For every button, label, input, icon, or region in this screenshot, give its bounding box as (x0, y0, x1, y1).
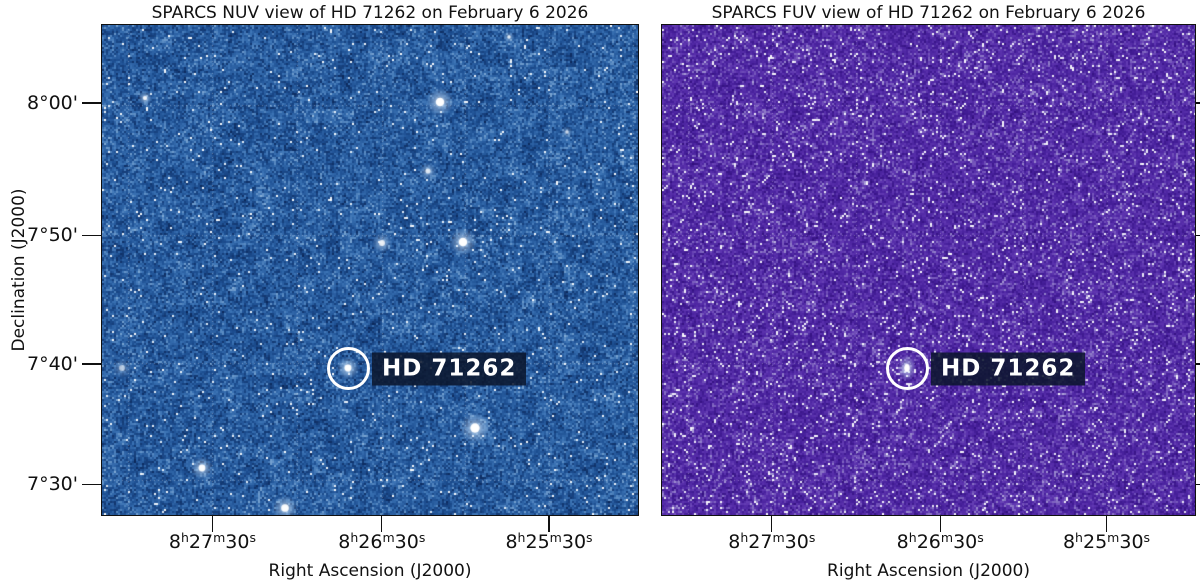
dec-tick-mark (1195, 363, 1200, 365)
ra-tick-mark (939, 515, 941, 532)
dec-tick-label: 7°50' (27, 224, 78, 247)
declination-axis-label: Declination (J2000) (9, 188, 29, 352)
dec-tick-mark (1195, 483, 1200, 485)
ra-tick-label: 8h26m30s (896, 529, 984, 553)
fuv-ra-axis-label: Right Ascension (J2000) (827, 561, 1030, 581)
dec-tick-mark (1195, 102, 1200, 104)
dec-tick-label: 7°30' (27, 473, 78, 496)
fuv-sky-image (662, 25, 1195, 515)
dec-tick-label: 8°00' (27, 91, 78, 114)
dec-tick-label: 7°40' (27, 353, 78, 376)
ra-tick-label: 8h27m30s (728, 529, 816, 553)
ra-tick-label: 8h27m30s (168, 529, 256, 553)
dec-tick-mark (82, 483, 102, 485)
ra-tick-label: 8h26m30s (338, 529, 426, 553)
ra-tick-mark (211, 515, 214, 532)
ra-tick-mark (1105, 515, 1108, 532)
dec-tick-mark (1195, 234, 1200, 236)
ra-tick-mark (771, 515, 773, 532)
fuv-panel-title: SPARCS FUV view of HD 71262 on February … (711, 3, 1146, 23)
nuv-panel-title: SPARCS NUV view of HD 71262 on February … (151, 3, 589, 23)
dec-tick-mark (82, 363, 102, 365)
ra-tick-mark (381, 515, 383, 532)
nuv-ra-axis-label: Right Ascension (J2000) (268, 561, 472, 581)
dec-tick-mark (82, 234, 102, 236)
nuv-target-label: HD 71262 (372, 352, 527, 386)
ra-tick-label: 8h25m30s (1062, 529, 1151, 553)
fuv-target-label: HD 71262 (931, 352, 1086, 386)
ra-tick-mark (548, 515, 550, 532)
nuv-sky-image (102, 25, 638, 515)
ra-tick-label: 8h25m30s (505, 529, 593, 553)
dec-tick-mark (82, 102, 102, 104)
